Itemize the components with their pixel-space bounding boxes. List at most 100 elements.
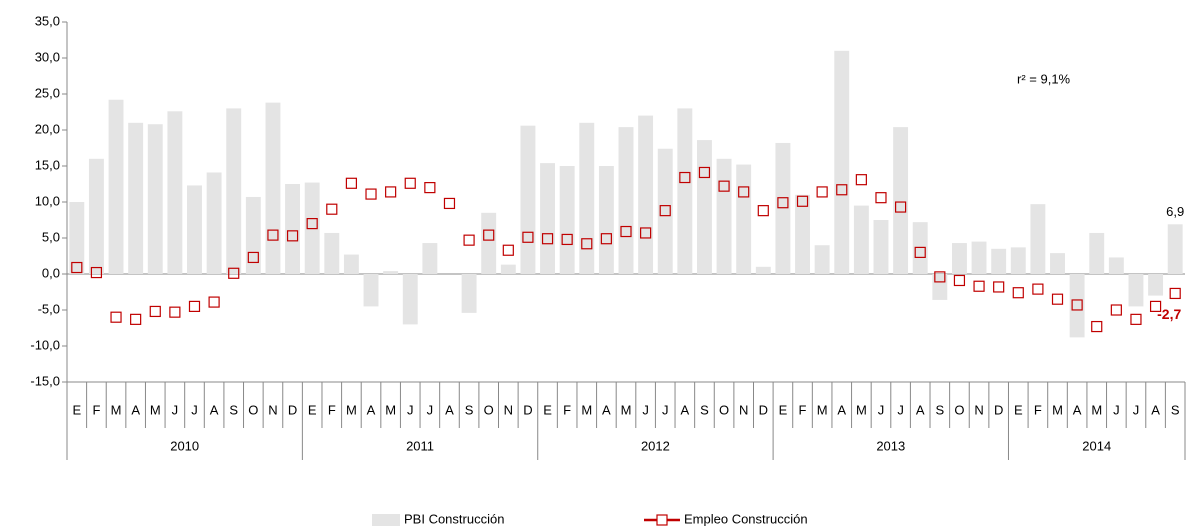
line-marker bbox=[267, 229, 279, 241]
bar bbox=[1069, 274, 1085, 338]
line-marker bbox=[855, 174, 867, 186]
line-marker bbox=[443, 197, 456, 210]
bar bbox=[971, 241, 987, 274]
line-marker bbox=[816, 186, 828, 198]
line-marker bbox=[345, 177, 358, 189]
year-label: 2011 bbox=[406, 438, 434, 453]
legend-label: PBI Construcción bbox=[404, 511, 504, 526]
x-tick-label: F bbox=[799, 402, 807, 417]
bar bbox=[912, 222, 928, 274]
x-tick-label: E bbox=[543, 402, 552, 417]
line-marker bbox=[679, 171, 691, 184]
x-tick-label: A bbox=[916, 402, 925, 417]
x-tick-label: E bbox=[308, 402, 317, 417]
line-marker bbox=[130, 313, 142, 325]
line-marker bbox=[1071, 299, 1083, 311]
y-tick-label: -15,0 bbox=[30, 373, 60, 388]
bar bbox=[128, 122, 144, 274]
line-marker bbox=[620, 225, 632, 238]
y-tick-label: 25,0 bbox=[35, 85, 60, 100]
bar bbox=[775, 142, 791, 274]
legend-label: Empleo Construcción bbox=[684, 511, 808, 526]
x-tick-label: F bbox=[1034, 402, 1042, 417]
year-label: 2012 bbox=[641, 438, 670, 453]
bar bbox=[1108, 257, 1124, 274]
line-marker bbox=[1110, 304, 1122, 316]
legend-swatch bbox=[372, 514, 400, 526]
x-tick-label: A bbox=[1073, 402, 1082, 417]
x-tick-label: J bbox=[1113, 402, 1120, 417]
bar bbox=[69, 202, 85, 274]
line-marker bbox=[973, 280, 985, 292]
x-tick-label: A bbox=[131, 402, 140, 417]
x-tick-label: E bbox=[72, 402, 81, 417]
bar bbox=[559, 166, 575, 274]
bar bbox=[285, 184, 301, 274]
bar-value-label: 6,9 bbox=[1166, 204, 1184, 219]
x-tick-label: A bbox=[445, 402, 454, 417]
x-tick-label: O bbox=[248, 402, 258, 417]
bar bbox=[245, 196, 261, 274]
x-tick-label: J bbox=[407, 402, 414, 417]
bar bbox=[88, 158, 104, 274]
y-tick-label: 35,0 bbox=[35, 13, 60, 28]
line-marker bbox=[914, 246, 926, 258]
x-tick-label: M bbox=[1052, 402, 1063, 417]
bar bbox=[755, 266, 771, 274]
line-marker bbox=[738, 186, 750, 198]
line-marker bbox=[757, 205, 769, 217]
bar bbox=[540, 163, 555, 274]
x-tick-label: E bbox=[779, 402, 788, 417]
x-tick-label: M bbox=[385, 402, 396, 417]
line-marker bbox=[1051, 293, 1064, 305]
line-marker bbox=[875, 192, 887, 204]
x-tick-label: N bbox=[268, 402, 277, 417]
line-marker bbox=[1012, 287, 1024, 299]
bar bbox=[226, 108, 242, 275]
x-tick-label: A bbox=[1151, 402, 1160, 417]
line-marker bbox=[208, 296, 220, 308]
bar bbox=[1010, 247, 1026, 274]
bar bbox=[461, 274, 477, 313]
y-tick-label: -10,0 bbox=[30, 337, 60, 352]
line-marker bbox=[640, 227, 652, 239]
line-marker bbox=[404, 177, 416, 189]
x-tick-label: A bbox=[837, 402, 846, 417]
line-marker bbox=[953, 274, 966, 287]
year-label: 2014 bbox=[1082, 438, 1111, 453]
bar bbox=[147, 124, 163, 275]
bar bbox=[1148, 274, 1164, 296]
x-tick-label: D bbox=[994, 402, 1003, 417]
bar bbox=[167, 111, 183, 274]
x-tick-label: J bbox=[662, 402, 669, 417]
bar bbox=[893, 127, 909, 275]
x-tick-label: M bbox=[346, 402, 357, 417]
x-tick-label: J bbox=[878, 402, 885, 417]
line-marker bbox=[934, 271, 946, 283]
x-tick-label: A bbox=[602, 402, 611, 417]
line-marker bbox=[541, 233, 554, 245]
legend-marker bbox=[656, 514, 668, 526]
line-marker bbox=[385, 186, 397, 198]
line-marker bbox=[1130, 313, 1142, 325]
y-tick-label: 10,0 bbox=[35, 193, 60, 208]
x-tick-label: S bbox=[935, 402, 944, 417]
x-tick-label: M bbox=[621, 402, 632, 417]
y-tick-label: 5,0 bbox=[42, 229, 60, 244]
line-marker bbox=[1091, 320, 1103, 333]
bar bbox=[716, 158, 732, 274]
x-tick-label: J bbox=[172, 402, 179, 417]
x-tick-label: M bbox=[1091, 402, 1102, 417]
y-tick-label: 30,0 bbox=[35, 49, 60, 64]
y-tick-label: -5,0 bbox=[38, 301, 60, 316]
line-marker bbox=[718, 180, 730, 192]
x-tick-label: S bbox=[465, 402, 474, 417]
line-marker bbox=[326, 203, 338, 215]
line-marker bbox=[659, 205, 671, 217]
line-marker bbox=[502, 244, 514, 256]
line-marker bbox=[1032, 283, 1044, 295]
line-marker bbox=[149, 305, 161, 318]
line-marker bbox=[522, 231, 534, 243]
y-tick-label: 15,0 bbox=[35, 157, 60, 172]
